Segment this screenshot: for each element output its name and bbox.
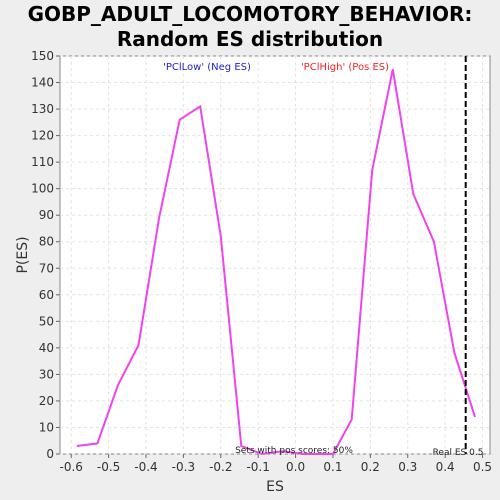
- x-tick-label: 0.4: [436, 460, 455, 474]
- plot-background: [59, 55, 491, 455]
- y-axis-ticks: 0 10 20 30 40 50 60 70 80 90 100 110 120 130 140 150: [31, 49, 60, 461]
- pos-scores-label: Sets with pos scores: 50%: [235, 446, 353, 456]
- x-axis-ticks: -0.6 -0.5 -0.4 -0.3 -0.2 -0.1 0.0 0.1 0.2 0.3 0.4 0…: [60, 454, 492, 474]
- y-tick-label: 20: [39, 394, 54, 408]
- y-tick-label: 140: [31, 76, 54, 90]
- x-tick-label: 0.5: [473, 460, 492, 474]
- y-tick-label: 130: [31, 102, 54, 116]
- y-tick-label: 0: [46, 447, 54, 461]
- x-tick-label: 0.1: [323, 460, 342, 474]
- y-tick-label: 10: [39, 420, 54, 434]
- y-tick-label: 100: [31, 182, 54, 196]
- y-tick-label: 50: [39, 314, 54, 328]
- grid: [60, 55, 490, 455]
- y-axis-label: P(ES): [15, 236, 31, 273]
- chart-title-line2: Random ES distribution: [116, 27, 384, 51]
- y-tick-label: 110: [31, 155, 54, 169]
- y-tick-label: 30: [39, 367, 54, 381]
- x-tick-label: -0.5: [97, 460, 120, 474]
- es-distribution-line: [76, 69, 476, 456]
- y-tick-label: 70: [39, 261, 54, 275]
- x-tick-label: -0.6: [60, 460, 83, 474]
- x-tick-label: -0.2: [209, 460, 232, 474]
- y-tick-label: 90: [39, 208, 54, 222]
- y-tick-label: 80: [39, 235, 54, 249]
- pcl-low-label: 'PClLow' (Neg ES): [163, 62, 251, 73]
- real-es-label: Real ES 0.5: [433, 448, 484, 458]
- x-tick-label: 0.2: [361, 460, 380, 474]
- x-axis-label: ES: [266, 479, 284, 495]
- chart-title-line1: GOBP_ADULT_LOCOMOTORY_BEHAVIOR:: [27, 2, 473, 26]
- y-tick-label: 60: [39, 288, 54, 302]
- pcl-high-label: 'PClHigh' (Pos ES): [301, 62, 389, 73]
- x-tick-label: -0.4: [134, 460, 157, 474]
- y-tick-label: 120: [31, 129, 54, 143]
- y-tick-label: 150: [31, 49, 54, 63]
- x-tick-label: 0.0: [286, 460, 305, 474]
- x-tick-label: -0.1: [246, 460, 269, 474]
- y-tick-label: 40: [39, 341, 54, 355]
- x-tick-label: -0.3: [172, 460, 195, 474]
- x-tick-label: 0.3: [398, 460, 417, 474]
